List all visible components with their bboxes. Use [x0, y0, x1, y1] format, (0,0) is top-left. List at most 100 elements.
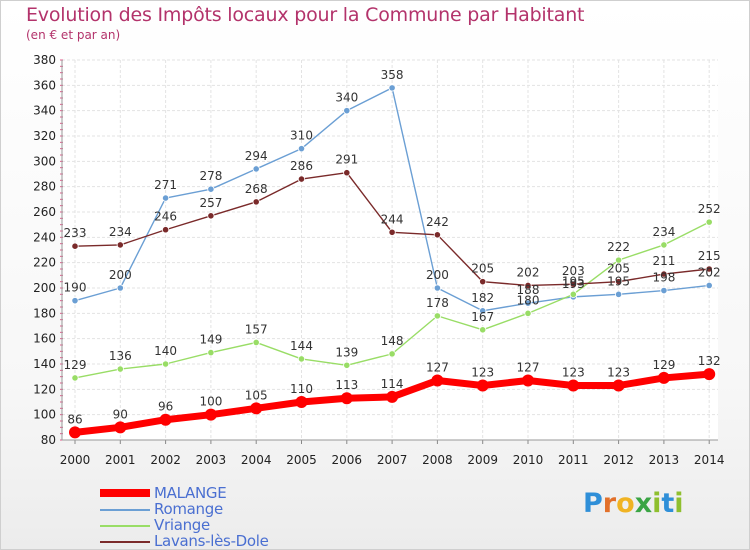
- data-label: 129: [652, 358, 675, 372]
- chart-title: Evolution des Impôts locaux pour la Comm…: [26, 4, 585, 26]
- data-label: 205: [607, 262, 630, 276]
- data-label: 178: [426, 296, 449, 310]
- data-point: [479, 326, 487, 334]
- data-label: 90: [113, 407, 128, 421]
- data-label: 127: [517, 360, 540, 374]
- y-tick-label: 360: [33, 78, 56, 92]
- data-label: 182: [471, 291, 494, 305]
- data-point: [431, 374, 444, 387]
- data-point: [614, 256, 623, 264]
- data-point: [162, 226, 170, 234]
- data-point: [386, 390, 399, 403]
- x-tick-label: 2002: [150, 453, 181, 467]
- data-point: [569, 280, 577, 288]
- legend-swatch: [100, 489, 150, 497]
- data-label: 286: [290, 159, 313, 173]
- data-label: 233: [64, 226, 87, 240]
- data-label: 113: [335, 378, 358, 392]
- x-tick-label: 2008: [422, 453, 453, 467]
- data-label: 358: [381, 68, 404, 82]
- data-label: 129: [64, 358, 87, 372]
- data-label: 140: [154, 344, 177, 358]
- data-label: 132: [698, 354, 721, 368]
- data-label: 127: [426, 360, 449, 374]
- legend-label: Romange: [154, 500, 223, 518]
- data-point: [433, 284, 441, 292]
- data-label: 100: [199, 395, 222, 409]
- y-tick-label: 80: [41, 433, 56, 447]
- data-point: [388, 84, 396, 92]
- data-point: [71, 374, 79, 382]
- data-point: [162, 194, 170, 202]
- y-tick-label: 380: [33, 53, 56, 67]
- data-label: 200: [109, 268, 132, 282]
- data-point: [524, 281, 532, 290]
- y-tick-label: 180: [33, 306, 56, 320]
- data-point: [703, 368, 716, 381]
- data-point: [297, 355, 306, 363]
- data-label: 110: [290, 382, 313, 396]
- proxiti-logo: Proxiti: [583, 488, 684, 519]
- y-tick-label: 320: [33, 129, 56, 143]
- data-point: [116, 241, 124, 249]
- data-point: [162, 360, 170, 368]
- data-point: [567, 379, 580, 392]
- data-label: 180: [517, 293, 540, 307]
- data-label: 252: [698, 202, 721, 216]
- legend-swatch: [100, 541, 150, 543]
- data-point: [388, 228, 396, 236]
- y-tick-label: 280: [33, 180, 56, 194]
- data-point: [657, 371, 670, 384]
- x-tick-label: 2007: [377, 453, 408, 467]
- data-point: [433, 312, 441, 320]
- data-point: [207, 212, 215, 220]
- data-label: 271: [154, 178, 177, 192]
- data-point: [660, 241, 668, 249]
- data-point: [479, 307, 487, 315]
- data-label: 200: [426, 268, 449, 282]
- data-point: [522, 374, 534, 387]
- data-point: [705, 218, 713, 226]
- data-label: 148: [381, 334, 404, 348]
- legend-swatch: [100, 525, 150, 527]
- data-label: 149: [199, 333, 222, 347]
- data-point: [479, 278, 487, 286]
- data-label: 195: [607, 274, 630, 288]
- data-point: [705, 265, 713, 273]
- data-label: 294: [245, 149, 268, 163]
- x-tick-label: 2012: [603, 453, 634, 467]
- data-label: 123: [471, 366, 494, 380]
- data-point: [297, 145, 306, 153]
- data-point: [116, 365, 124, 373]
- data-label: 278: [199, 169, 222, 183]
- y-tick-label: 160: [33, 332, 56, 346]
- data-label: 244: [381, 212, 404, 226]
- y-tick-label: 340: [33, 104, 56, 118]
- data-label: 167: [471, 310, 494, 324]
- y-tick-label: 100: [33, 408, 56, 422]
- data-point: [295, 396, 308, 408]
- legend-label: MALANGE: [154, 484, 227, 502]
- data-label: 136: [109, 349, 132, 363]
- x-tick-label: 2003: [196, 453, 227, 467]
- data-point: [660, 286, 668, 295]
- data-point: [476, 379, 489, 392]
- data-point: [705, 281, 713, 290]
- data-point: [524, 309, 532, 317]
- x-tick-label: 2006: [332, 453, 363, 467]
- data-point: [343, 107, 351, 115]
- data-label: 96: [158, 400, 173, 414]
- data-label: 202: [517, 265, 540, 279]
- x-tick-label: 2001: [105, 453, 136, 467]
- data-point: [569, 290, 577, 298]
- data-point: [340, 392, 353, 405]
- chart-subtitle: (en € et par an): [26, 28, 121, 42]
- data-label: 310: [290, 129, 313, 143]
- data-label: 291: [335, 153, 358, 167]
- data-label: 198: [652, 271, 675, 285]
- data-label: 205: [471, 262, 494, 276]
- data-point: [252, 165, 260, 173]
- data-label: 211: [652, 254, 675, 268]
- y-tick-label: 300: [33, 154, 56, 168]
